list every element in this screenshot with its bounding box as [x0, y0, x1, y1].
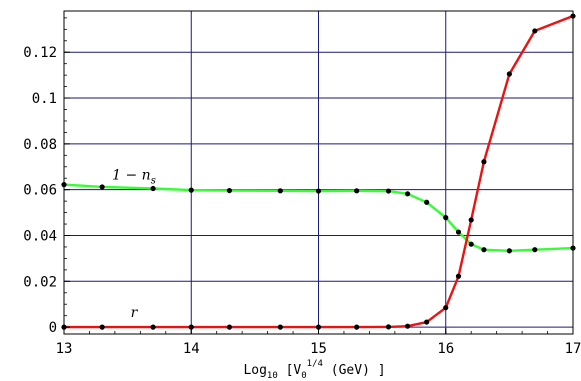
data-point: [315, 188, 322, 194]
data-point: [468, 217, 474, 223]
data-point: [354, 324, 360, 330]
data-point: [532, 28, 538, 34]
y-tick-label: 0.04: [23, 228, 57, 244]
x-tick-label: 15: [310, 341, 327, 357]
series-line-0: [63, 183, 574, 253]
x-tick-label: 14: [183, 341, 200, 357]
data-point: [99, 184, 105, 190]
data-point: [99, 324, 105, 330]
x-axis-title-sub: 10: [267, 371, 278, 381]
series-line-1: [64, 14, 574, 329]
series-group: [61, 13, 576, 330]
data-point: [354, 188, 360, 194]
data-point: [506, 71, 512, 77]
series-label-r: r: [131, 305, 139, 321]
data-point: [404, 191, 411, 197]
data-point: [481, 159, 487, 165]
x-axis-title-open: [V: [278, 363, 302, 378]
data-point: [570, 245, 576, 251]
series-label-ns-sub: s: [151, 175, 156, 186]
x-axis-title-prefix: Log: [243, 363, 266, 378]
data-point: [455, 273, 462, 279]
tick-labels: 13 14 15 16 17 0 0.02 0.04 0.06 0.08 0.1 0.12: [23, 45, 581, 357]
data-point: [315, 324, 322, 330]
data-point: [188, 187, 194, 193]
x-axis-title-close: (GeV) ]: [323, 363, 386, 378]
data-point: [506, 248, 512, 254]
series-label-ns-main: 1 − n: [112, 167, 151, 183]
data-point: [455, 229, 462, 235]
data-point: [277, 188, 283, 194]
y-tick-label: 0.12: [23, 45, 57, 61]
y-tick-label: 0.02: [23, 274, 57, 290]
data-point: [443, 305, 449, 311]
data-point: [443, 215, 449, 221]
data-point: [404, 323, 411, 329]
data-point: [570, 13, 576, 19]
y-tick-label: 0.06: [23, 183, 57, 199]
x-tick-label: 13: [56, 341, 73, 357]
data-point: [424, 199, 430, 205]
data-point: [188, 324, 194, 330]
data-point: [385, 188, 392, 194]
data-point: [481, 247, 487, 253]
data-point: [532, 247, 538, 253]
x-tick-label: 17: [565, 341, 581, 357]
data-point: [61, 182, 67, 188]
series-label-one-minus-ns: 1 − ns: [112, 167, 156, 186]
y-tick-label: 0.08: [23, 137, 57, 153]
data-point: [226, 324, 233, 330]
data-point: [226, 187, 233, 194]
data-point: [385, 324, 392, 330]
tick-marks: [63, 17, 574, 334]
data-point: [468, 241, 474, 247]
data-point: [424, 319, 430, 325]
y-tick-label: 0: [49, 320, 57, 336]
data-point: [150, 185, 156, 192]
x-axis-title: Log10 [V01/4 (GeV) ]: [243, 359, 385, 381]
data-point: [277, 324, 283, 330]
x-axis-title-sub0: 0: [301, 371, 306, 381]
y-tick-label: 0.1: [32, 91, 57, 107]
x-axis-title-sup: 1/4: [307, 359, 323, 369]
data-point: [150, 324, 156, 330]
x-tick-label: 16: [437, 341, 454, 357]
